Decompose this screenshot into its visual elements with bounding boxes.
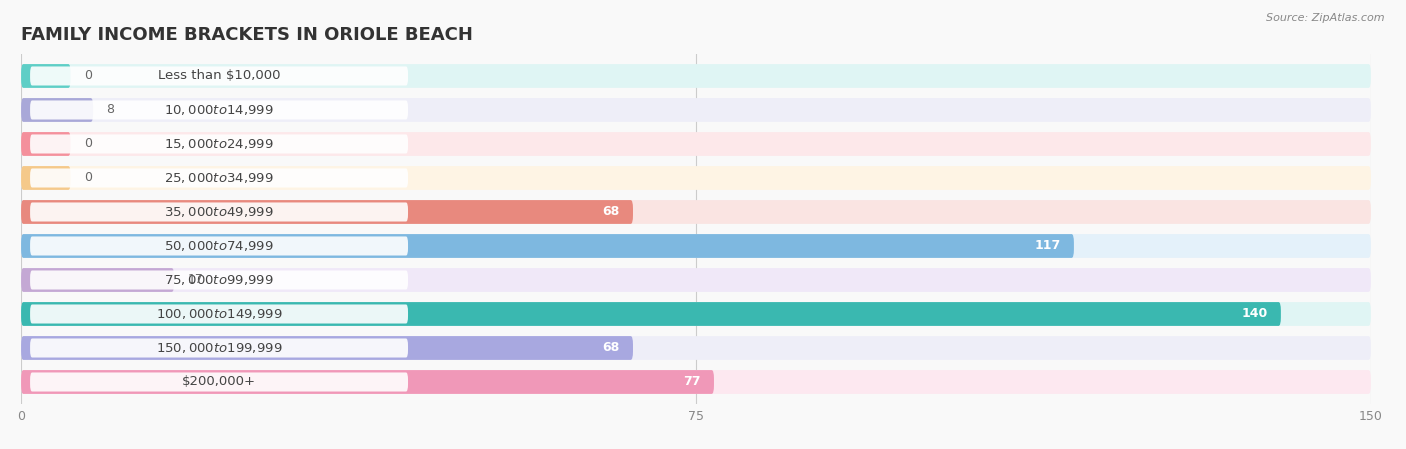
FancyBboxPatch shape	[21, 336, 1371, 360]
FancyBboxPatch shape	[30, 339, 408, 357]
Text: 117: 117	[1035, 239, 1060, 252]
FancyBboxPatch shape	[21, 98, 1371, 122]
FancyBboxPatch shape	[21, 370, 1371, 394]
FancyBboxPatch shape	[21, 166, 1371, 190]
FancyBboxPatch shape	[30, 66, 408, 85]
FancyBboxPatch shape	[21, 64, 70, 88]
Text: FAMILY INCOME BRACKETS IN ORIOLE BEACH: FAMILY INCOME BRACKETS IN ORIOLE BEACH	[21, 26, 472, 44]
Text: 17: 17	[187, 273, 204, 286]
FancyBboxPatch shape	[21, 200, 1371, 224]
Text: $10,000 to $14,999: $10,000 to $14,999	[165, 103, 274, 117]
FancyBboxPatch shape	[21, 166, 70, 190]
Text: 68: 68	[602, 342, 620, 355]
FancyBboxPatch shape	[21, 200, 633, 224]
FancyBboxPatch shape	[30, 168, 408, 188]
FancyBboxPatch shape	[30, 134, 408, 154]
Text: $35,000 to $49,999: $35,000 to $49,999	[165, 205, 274, 219]
FancyBboxPatch shape	[30, 270, 408, 290]
Text: $200,000+: $200,000+	[181, 375, 256, 388]
FancyBboxPatch shape	[21, 64, 1371, 88]
FancyBboxPatch shape	[30, 237, 408, 255]
FancyBboxPatch shape	[21, 370, 714, 394]
FancyBboxPatch shape	[21, 234, 1371, 258]
Text: $75,000 to $99,999: $75,000 to $99,999	[165, 273, 274, 287]
FancyBboxPatch shape	[30, 373, 408, 392]
FancyBboxPatch shape	[21, 268, 1371, 292]
FancyBboxPatch shape	[21, 302, 1281, 326]
Text: 68: 68	[602, 206, 620, 219]
Text: $150,000 to $199,999: $150,000 to $199,999	[156, 341, 283, 355]
FancyBboxPatch shape	[21, 268, 174, 292]
Text: Source: ZipAtlas.com: Source: ZipAtlas.com	[1267, 13, 1385, 23]
FancyBboxPatch shape	[30, 202, 408, 221]
FancyBboxPatch shape	[21, 234, 1074, 258]
Text: $100,000 to $149,999: $100,000 to $149,999	[156, 307, 283, 321]
Text: 77: 77	[683, 375, 700, 388]
Text: 0: 0	[84, 172, 91, 185]
Text: 140: 140	[1241, 308, 1267, 321]
FancyBboxPatch shape	[21, 302, 1371, 326]
Text: 0: 0	[84, 70, 91, 83]
Text: $25,000 to $34,999: $25,000 to $34,999	[165, 171, 274, 185]
FancyBboxPatch shape	[21, 336, 633, 360]
FancyBboxPatch shape	[21, 132, 1371, 156]
Text: 0: 0	[84, 137, 91, 150]
Text: $15,000 to $24,999: $15,000 to $24,999	[165, 137, 274, 151]
FancyBboxPatch shape	[30, 304, 408, 324]
Text: Less than $10,000: Less than $10,000	[157, 70, 280, 83]
FancyBboxPatch shape	[21, 98, 93, 122]
FancyBboxPatch shape	[21, 132, 70, 156]
Text: $50,000 to $74,999: $50,000 to $74,999	[165, 239, 274, 253]
FancyBboxPatch shape	[30, 101, 408, 119]
Text: 8: 8	[107, 103, 114, 116]
